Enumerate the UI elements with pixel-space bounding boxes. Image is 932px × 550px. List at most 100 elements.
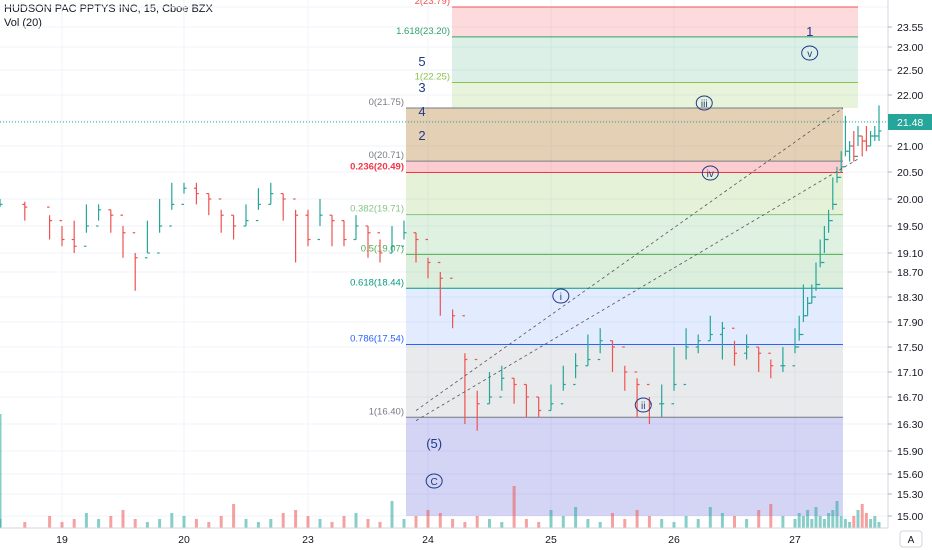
candle (634, 371, 640, 418)
volume-bar (860, 504, 864, 528)
current-price-label: 21.48 (897, 117, 923, 129)
price-tick-label: 18.30 (897, 292, 923, 304)
wave-label: iii (701, 99, 708, 110)
volume-bar (797, 513, 801, 528)
volume-bar (757, 510, 761, 528)
volume-bar (426, 510, 430, 528)
fib-zone (406, 417, 843, 516)
volume-bar (647, 516, 651, 528)
volume-bar (839, 516, 843, 528)
volume-bar (524, 519, 528, 528)
fib-zone (406, 161, 843, 173)
fib-zone (406, 254, 843, 289)
candle (305, 209, 311, 247)
volume-bar (97, 519, 101, 528)
candle (622, 346, 628, 391)
chart-header: HUDSON PAC PPTYS INC, 15, Cboe BZX (4, 3, 213, 15)
volume-bar (720, 513, 724, 528)
wave-label: 2 (418, 128, 425, 143)
candle (671, 347, 677, 405)
fib-zone (406, 172, 843, 215)
volume-bar (318, 519, 322, 528)
candle (401, 220, 407, 247)
volume-bar (488, 519, 491, 528)
volume-bar (72, 519, 76, 528)
candle (560, 365, 566, 405)
candle (243, 204, 249, 227)
price-axis: 23.5523.0022.5022.0021.5021.0020.5020.00… (887, 0, 932, 550)
volume-bar (801, 516, 805, 528)
candle (768, 352, 774, 379)
time-tick-label: 27 (789, 534, 801, 546)
volume-bar (708, 507, 712, 528)
volume-bar (158, 519, 162, 528)
volume-bar (133, 519, 137, 528)
time-tick-label: 25 (545, 534, 557, 546)
candle (462, 315, 468, 424)
price-tick-label: 20.00 (897, 194, 923, 206)
auto-scale-button-bg (899, 530, 923, 548)
candle (780, 347, 786, 372)
wave-label: 1 (806, 24, 813, 39)
candle (732, 327, 737, 366)
trend-line (415, 158, 859, 421)
fib-zone (406, 214, 843, 255)
candle (317, 199, 323, 241)
volume-bar (660, 519, 664, 528)
volume-bar (512, 486, 516, 528)
candle (169, 182, 175, 227)
candle (144, 220, 150, 259)
volume-bar (684, 516, 688, 528)
auto-scale-button[interactable]: A (899, 530, 923, 548)
volume-bar (561, 516, 565, 528)
volume-bar (672, 522, 676, 528)
volume-bar (873, 516, 877, 528)
candle (47, 206, 53, 240)
candle (536, 396, 542, 418)
candle (132, 232, 138, 291)
volume-bar (23, 522, 27, 528)
price-tick-label: 19.10 (897, 248, 923, 260)
volume-bar (769, 504, 773, 528)
candle (218, 198, 224, 233)
trend-lines (415, 107, 859, 421)
volume-bar (877, 522, 881, 528)
volume-bar (869, 519, 873, 528)
price-tick-label: 16.30 (897, 419, 923, 431)
candle (573, 353, 579, 386)
price-tick-label: 19.50 (897, 221, 923, 233)
wave-label-circle (695, 95, 713, 111)
price-tick-label: 17.50 (897, 342, 923, 354)
candle (707, 315, 713, 342)
wave-label: v (807, 49, 812, 60)
volume-bar (342, 516, 346, 528)
volume-bar (256, 522, 260, 528)
fib-zone (406, 108, 843, 162)
volume-bar (48, 516, 52, 528)
candle (206, 193, 212, 216)
price-tick-label: 17.10 (897, 367, 923, 379)
candle (756, 346, 762, 372)
time-tick-label: 19 (56, 534, 68, 546)
candle (341, 220, 347, 247)
candle (450, 277, 456, 329)
price-tick-label: 23.55 (897, 22, 923, 34)
candle (585, 334, 591, 367)
volume-bar (414, 516, 418, 528)
candle (71, 220, 77, 253)
candle (365, 225, 371, 258)
wave-label: iv (707, 169, 714, 180)
candle (597, 328, 603, 361)
volume-bar (848, 522, 852, 528)
volume-bar (635, 510, 639, 528)
volume-bar (781, 516, 785, 528)
candle (695, 334, 701, 354)
volume-bar (537, 522, 541, 528)
candle (868, 131, 874, 147)
fib-level-label: 0.236(20.49) (350, 162, 404, 173)
candle (413, 232, 419, 263)
candle (157, 199, 163, 254)
time-axis: 19 20 23 24 25 26 27 A (0, 527, 923, 550)
